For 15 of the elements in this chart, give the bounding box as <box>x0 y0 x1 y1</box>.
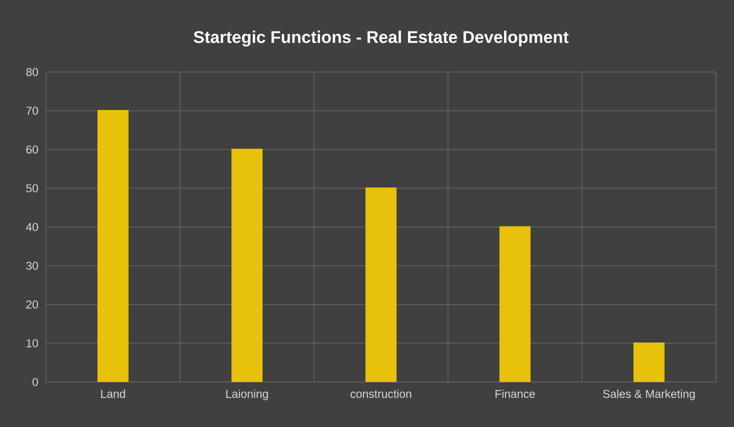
x-tick-label: construction <box>350 390 412 398</box>
x-tick-label: Sales & Marketing <box>603 390 695 400</box>
y-tick-label: 30 <box>26 262 38 270</box>
y-tick-label: 50 <box>26 184 38 192</box>
y-tick-label: 70 <box>26 106 38 115</box>
y-tick-label: 10 <box>26 339 38 348</box>
x-tick-label: Finance <box>496 390 535 398</box>
x-tick-label: Laioning <box>226 390 268 400</box>
x-tick-label: Land <box>101 390 125 398</box>
y-tick-label: 80 <box>26 68 38 76</box>
y-tick-label: 0 <box>32 378 38 386</box>
y-tick-label: 20 <box>26 300 38 309</box>
y-tick-label: 60 <box>26 145 38 154</box>
chart-title: Startegic Functions - Real Estate Development <box>194 30 569 47</box>
y-tick-label: 40 <box>26 222 38 232</box>
